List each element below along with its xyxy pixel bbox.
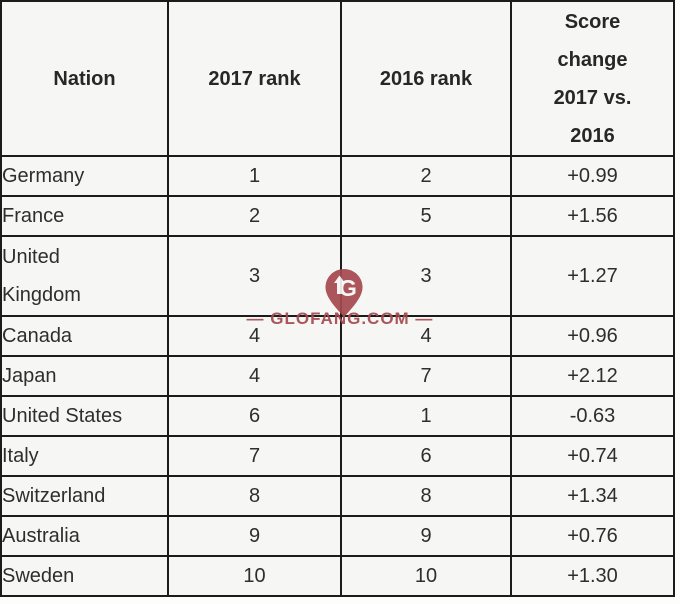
table-row: Japan 4 7 +2.12 (0, 355, 675, 397)
score-change-cell: +0.99 (510, 155, 675, 197)
rank-2016-cell: 10 (340, 555, 512, 597)
score-change-cell: +0.96 (510, 315, 675, 357)
nation-cell: Japan (0, 355, 169, 397)
nation-cell: Italy (0, 435, 169, 477)
rank-2016-cell: 6 (340, 435, 512, 477)
rank-2016-cell: 7 (340, 355, 512, 397)
rank-2017-cell: 4 (167, 355, 342, 397)
score-change-cell: +1.27 (510, 235, 675, 317)
score-change-cell: +1.30 (510, 555, 675, 597)
nation-cell: France (0, 195, 169, 237)
rank-2017-cell: 9 (167, 515, 342, 557)
rank-2016-cell: 5 (340, 195, 512, 237)
rank-2016-cell: 1 (340, 395, 512, 437)
rank-2017-cell: 2 (167, 195, 342, 237)
rank-2017-cell: 7 (167, 435, 342, 477)
nation-cell: Switzerland (0, 475, 169, 517)
score-change-cell: +2.12 (510, 355, 675, 397)
clipped-text-artifact (98, 599, 144, 604)
score-change-cell: +1.34 (510, 475, 675, 517)
col-header-2017-rank: 2017 rank (167, 0, 342, 157)
nation-cell: United States (0, 395, 169, 437)
rank-2017-cell: 1 (167, 155, 342, 197)
header-row: Nation 2017 rank 2016 rank Score change … (0, 0, 675, 157)
nation-cell: Sweden (0, 555, 169, 597)
rank-2016-cell: 8 (340, 475, 512, 517)
rank-2017-cell: 4 (167, 315, 342, 357)
score-change-cell: +0.74 (510, 435, 675, 477)
rank-2016-cell: 3 (340, 235, 512, 317)
nation-cell: United Kingdom (0, 235, 169, 317)
table-row: Sweden 10 10 +1.30 (0, 555, 675, 597)
nation-cell: Australia (0, 515, 169, 557)
table-row: United States 6 1 -0.63 (0, 395, 675, 437)
rank-2017-cell: 10 (167, 555, 342, 597)
table-row: Switzerland 8 8 +1.34 (0, 475, 675, 517)
table-row: United Kingdom 3 3 +1.27 (0, 235, 675, 317)
score-change-cell: -0.63 (510, 395, 675, 437)
table-row: Italy 7 6 +0.74 (0, 435, 675, 477)
rank-2017-cell: 6 (167, 395, 342, 437)
table-row: Australia 9 9 +0.76 (0, 515, 675, 557)
table-row: Canada 4 4 +0.96 (0, 315, 675, 357)
rank-2016-cell: 9 (340, 515, 512, 557)
table-row: France 2 5 +1.56 (0, 195, 675, 237)
rank-2016-cell: 4 (340, 315, 512, 357)
col-header-nation: Nation (0, 0, 169, 157)
table-row: Germany 1 2 +0.99 (0, 155, 675, 197)
score-change-cell: +0.76 (510, 515, 675, 557)
nation-cell: Canada (0, 315, 169, 357)
nation-cell: Germany (0, 155, 169, 197)
rank-2016-cell: 2 (340, 155, 512, 197)
score-change-cell: +1.56 (510, 195, 675, 237)
col-header-score-change: Score change 2017 vs. 2016 (510, 0, 675, 157)
rank-2017-cell: 3 (167, 235, 342, 317)
col-header-2016-rank: 2016 rank (340, 0, 512, 157)
rank-2017-cell: 8 (167, 475, 342, 517)
